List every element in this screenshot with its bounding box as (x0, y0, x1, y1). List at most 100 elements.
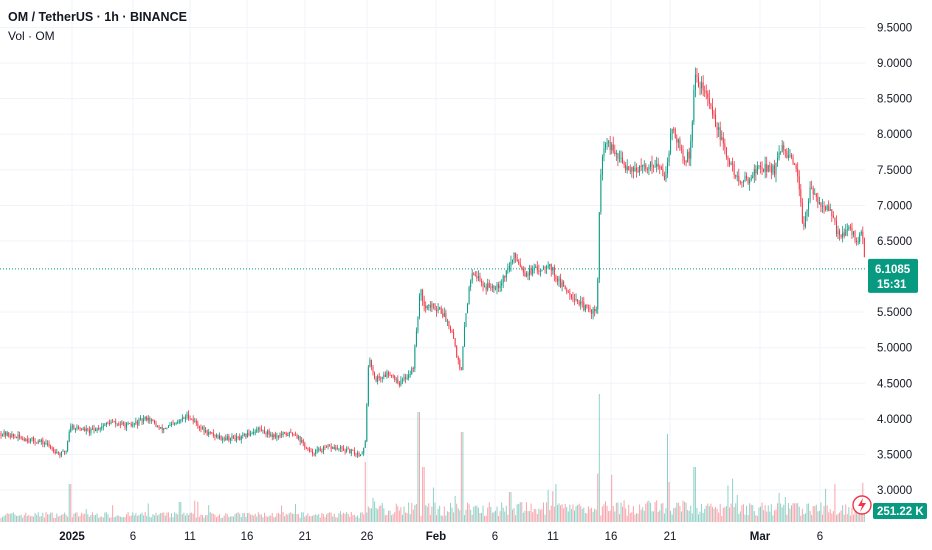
volume-bar (676, 502, 678, 522)
candle-body (591, 309, 593, 314)
candle-body (9, 436, 11, 438)
candle-body (738, 175, 740, 182)
volume-bar (369, 508, 371, 522)
volume-bar (834, 483, 836, 522)
price-tick-label: 6.5000 (877, 236, 912, 248)
time-axis[interactable]: 2025 6 11 16 21 26 Feb 6 11 16 21 Mar 6 (59, 531, 823, 543)
candle-body (389, 375, 391, 376)
candle-body (856, 240, 858, 243)
candle-body (355, 454, 357, 455)
candle-body (206, 430, 208, 435)
volume-bar (195, 517, 197, 522)
candle-body (735, 175, 737, 177)
candle-body (293, 433, 295, 436)
volume-bar (352, 515, 354, 522)
last-price-label-bg (868, 258, 918, 293)
volume-bar (778, 492, 780, 522)
volume-bar (857, 514, 859, 522)
volume-bar (583, 507, 585, 522)
candle-body (677, 139, 679, 143)
volume-bar (39, 516, 41, 522)
candle-body (144, 416, 146, 419)
volume-bar (854, 510, 856, 522)
volume-bar (598, 394, 600, 522)
candle-body (282, 432, 284, 436)
candle-body (374, 372, 376, 379)
volume-bar (789, 508, 791, 522)
candle-body (192, 419, 194, 422)
candle-body (527, 273, 529, 276)
candle-body (544, 267, 546, 269)
candle-body (429, 304, 431, 308)
volume-bar (84, 513, 86, 522)
candle-body (817, 196, 819, 204)
volume-bar (825, 488, 827, 522)
volume-bar (711, 506, 713, 522)
volume-bar (327, 513, 329, 522)
candle-body (155, 423, 157, 427)
candle-body (150, 420, 152, 421)
candle-body (99, 428, 101, 430)
candle-body (772, 165, 774, 173)
volume-bar (88, 516, 90, 522)
candle-body (361, 453, 363, 455)
volume-bar (524, 510, 526, 522)
volume-bar (383, 508, 385, 522)
volume-bar (440, 515, 442, 522)
volume-bar (752, 505, 754, 522)
volume-bar (558, 503, 560, 522)
candle-body (575, 299, 577, 301)
volume-indicator-label[interactable]: Vol · OM (8, 29, 55, 43)
candle-body (14, 435, 16, 437)
candle-body (132, 424, 134, 426)
volume-bar (739, 511, 741, 522)
candle-body (574, 299, 575, 301)
candle-body (620, 157, 622, 159)
candle-body (242, 435, 244, 436)
candle-body (112, 421, 114, 423)
volume-bar (566, 507, 568, 522)
volume-bar (17, 516, 19, 522)
volume-bar (264, 512, 265, 522)
volume-bar (110, 517, 112, 522)
price-axis[interactable]: 9.5000 9.0000 8.5000 8.0000 7.5000 7.0000 6.50… (877, 23, 912, 498)
volume-bar (794, 503, 796, 522)
volume-bar (25, 512, 27, 522)
volume-bar (194, 500, 196, 522)
volume-bar (589, 509, 591, 522)
volume-bar (42, 512, 44, 522)
candle-body (127, 423, 129, 424)
volume-bar (702, 513, 704, 522)
volume-bar (231, 516, 233, 522)
candle-body (716, 126, 718, 130)
volume-bar (727, 485, 729, 522)
volume-bar (335, 517, 337, 522)
candle-body (363, 447, 365, 454)
volume-bar (180, 502, 182, 522)
volume-bar (849, 515, 851, 522)
volume-bar (262, 517, 264, 522)
volume-bar (530, 503, 532, 522)
volume-bar (471, 514, 473, 522)
volume-bar (380, 505, 382, 522)
volume-bar (605, 501, 606, 522)
volume-bar (642, 507, 644, 522)
candle-body (319, 448, 321, 451)
volume-bar (541, 509, 543, 522)
candle-body (818, 202, 820, 204)
candle-body (467, 304, 469, 314)
volume-bar (59, 515, 61, 522)
volume-bar (291, 513, 293, 522)
volume-bar (636, 513, 637, 522)
symbol-title[interactable]: OM / TetherUS · 1h · BINANCE (8, 10, 187, 24)
volume-bar (319, 517, 321, 522)
volume-bar (415, 504, 417, 522)
volume-bar (612, 505, 614, 522)
candle-body (140, 418, 141, 420)
volume-bar (172, 517, 174, 522)
volume-bar (620, 502, 622, 522)
volume-bar (521, 502, 523, 522)
candle-body (550, 264, 552, 271)
candle-body (702, 82, 704, 91)
